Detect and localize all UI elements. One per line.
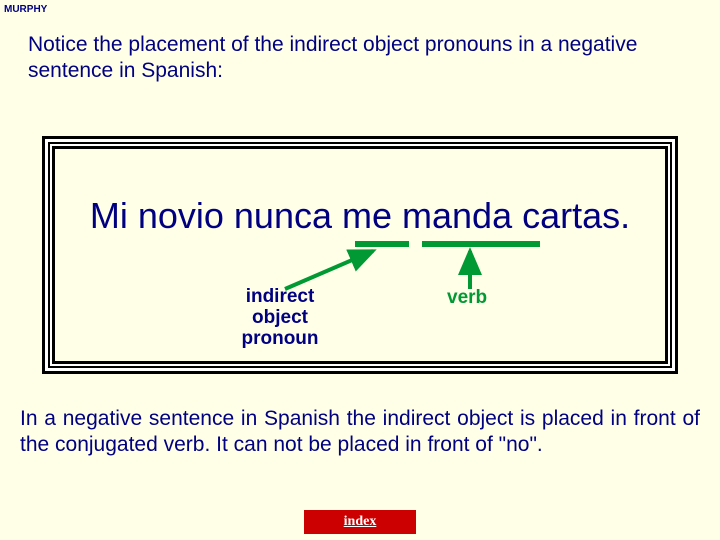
arrows-svg	[55, 149, 675, 369]
example-box-inner: Mi novio nunca me manda cartas. indirect…	[52, 146, 668, 364]
footer-explanation: In a negative sentence in Spanish the in…	[20, 406, 700, 459]
label-indirect-object-pronoun: indirect object pronoun	[225, 287, 335, 350]
label-iop-line2: object	[252, 307, 308, 328]
label-iop-line3: pronoun	[241, 328, 318, 349]
arrow-iop	[285, 251, 373, 289]
intro-text: Notice the placement of the indirect obj…	[28, 32, 692, 85]
underline-verb	[422, 241, 540, 247]
example-box-mid: Mi novio nunca me manda cartas. indirect…	[48, 142, 672, 368]
underline-iop	[355, 241, 409, 247]
example-box-outer: Mi novio nunca me manda cartas. indirect…	[42, 136, 678, 374]
index-button[interactable]: index	[304, 510, 416, 534]
label-iop-line1: indirect	[246, 286, 315, 307]
author-label: MURPHY	[4, 4, 47, 15]
label-verb: verb	[447, 287, 487, 309]
example-sentence: Mi novio nunca me manda cartas.	[55, 195, 665, 237]
